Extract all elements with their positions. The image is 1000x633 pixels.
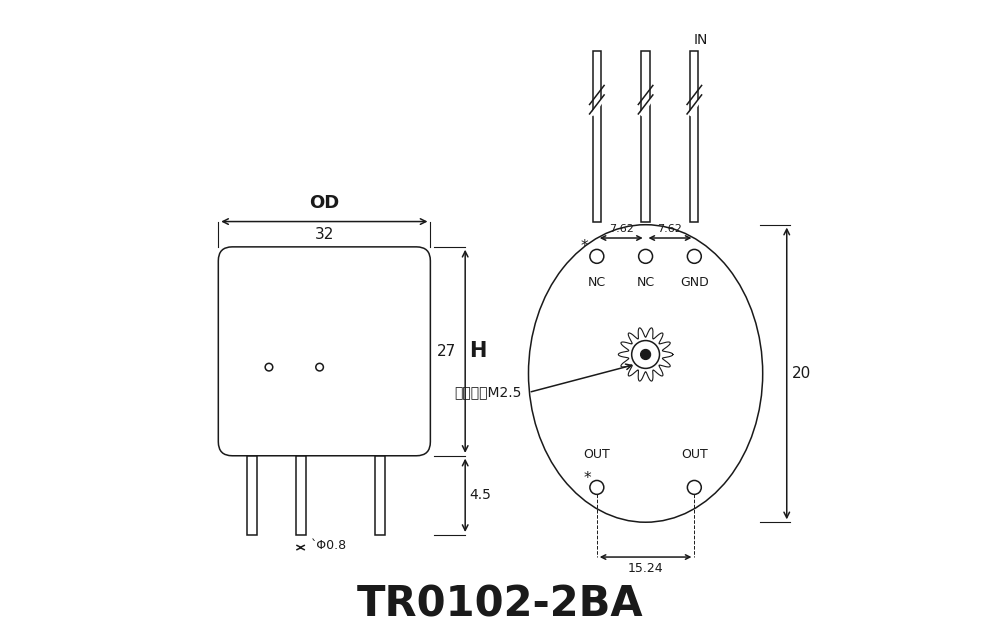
Circle shape xyxy=(590,249,604,263)
Text: 7.62: 7.62 xyxy=(658,224,682,234)
Text: `Φ0.8: `Φ0.8 xyxy=(311,539,347,552)
Circle shape xyxy=(639,249,653,263)
Text: 32: 32 xyxy=(315,227,334,242)
Circle shape xyxy=(632,341,660,368)
Ellipse shape xyxy=(528,225,763,522)
Bar xyxy=(296,456,306,535)
Text: H: H xyxy=(470,341,487,361)
Circle shape xyxy=(316,363,323,371)
Text: *: * xyxy=(584,471,591,486)
Text: 4.5: 4.5 xyxy=(470,488,491,503)
Circle shape xyxy=(265,363,273,371)
Text: *: * xyxy=(580,239,588,254)
Bar xyxy=(690,51,698,222)
Circle shape xyxy=(641,349,651,360)
Text: GND: GND xyxy=(680,276,709,289)
Circle shape xyxy=(687,480,701,494)
Circle shape xyxy=(590,480,604,494)
Text: OD: OD xyxy=(309,194,339,212)
Text: 15.24: 15.24 xyxy=(628,562,663,575)
Text: IN: IN xyxy=(693,34,708,47)
Text: 7.62: 7.62 xyxy=(609,224,634,234)
Text: OUT: OUT xyxy=(583,448,610,461)
Text: 27: 27 xyxy=(436,344,456,359)
Text: NC: NC xyxy=(637,276,655,289)
Bar xyxy=(375,456,385,535)
Text: TR0102-2BA: TR0102-2BA xyxy=(357,584,643,625)
Text: 20: 20 xyxy=(792,366,811,381)
Circle shape xyxy=(687,249,701,263)
Bar xyxy=(593,51,601,222)
FancyBboxPatch shape xyxy=(218,247,430,456)
Bar xyxy=(641,51,650,222)
Text: OUT: OUT xyxy=(681,448,708,461)
Text: NC: NC xyxy=(588,276,606,289)
Text: 固定螺孔M2.5: 固定螺孔M2.5 xyxy=(455,385,522,399)
Bar xyxy=(247,456,257,535)
